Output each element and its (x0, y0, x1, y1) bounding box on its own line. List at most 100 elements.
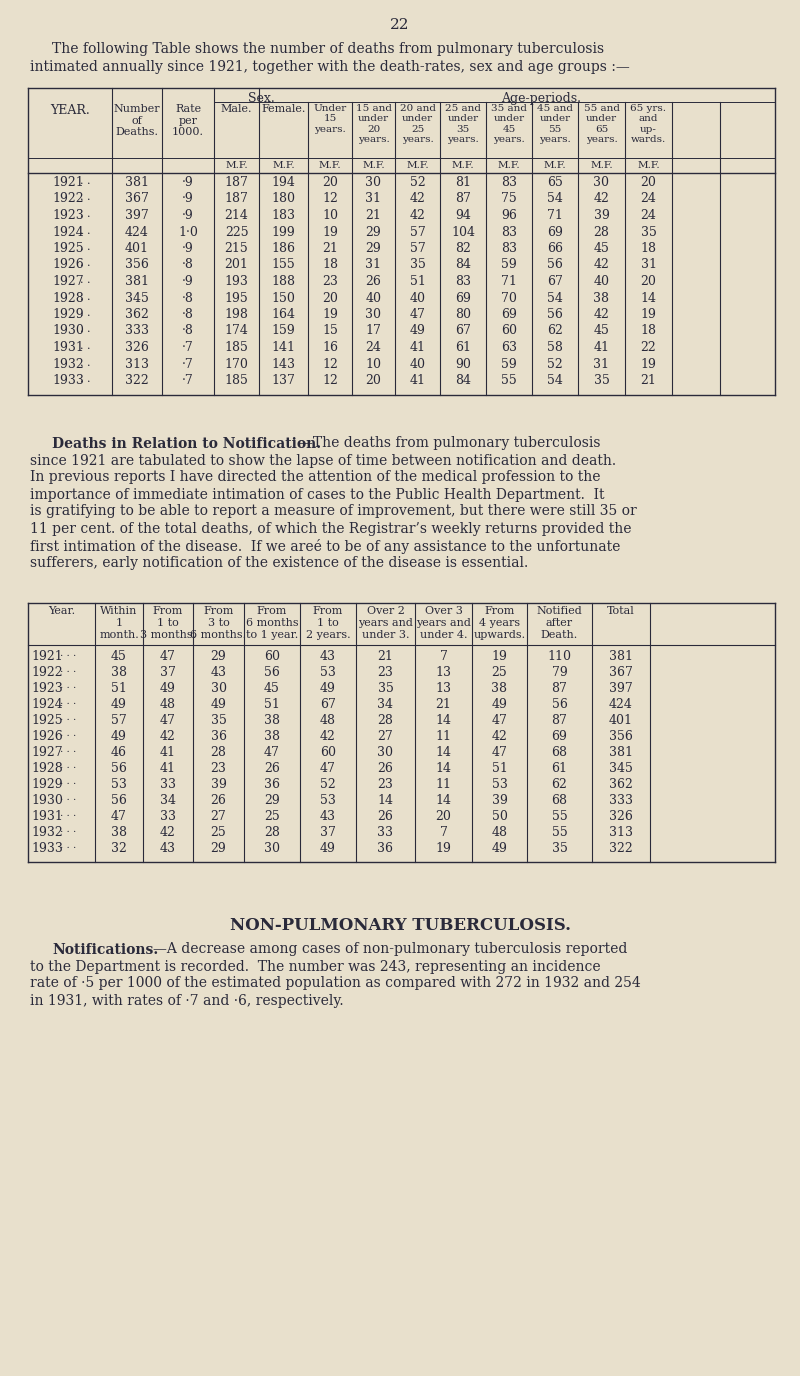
Text: 1926: 1926 (31, 729, 62, 743)
Text: Number
of
Deaths.: Number of Deaths. (114, 105, 160, 138)
Text: NON-PULMONARY TUBERCULOSIS.: NON-PULMONARY TUBERCULOSIS. (230, 916, 570, 933)
Text: 43: 43 (210, 666, 226, 678)
Text: . . .: . . . (60, 826, 76, 834)
Text: 35: 35 (210, 714, 226, 727)
Text: . .: . . (80, 308, 90, 318)
Text: 24: 24 (641, 193, 657, 205)
Text: 381: 381 (125, 275, 149, 288)
Text: M.F.: M.F. (272, 161, 295, 171)
Text: 49: 49 (491, 698, 507, 710)
Text: 326: 326 (609, 809, 633, 823)
Text: 14: 14 (378, 794, 394, 806)
Text: 30: 30 (366, 176, 382, 189)
Text: 41: 41 (594, 341, 610, 354)
Text: 20: 20 (322, 176, 338, 189)
Text: . .: . . (80, 242, 90, 252)
Text: M.F.: M.F. (318, 161, 342, 171)
Text: 185: 185 (225, 374, 249, 387)
Text: 17: 17 (366, 325, 382, 337)
Text: 194: 194 (271, 176, 295, 189)
Text: . .: . . (80, 209, 90, 219)
Text: 1929: 1929 (52, 308, 84, 321)
Text: 47: 47 (410, 308, 426, 321)
Text: 27: 27 (210, 809, 226, 823)
Text: 67: 67 (320, 698, 336, 710)
Text: 33: 33 (160, 777, 176, 790)
Text: 30: 30 (366, 308, 382, 321)
Text: 1928: 1928 (52, 292, 84, 304)
Text: From
1 to
2 years.: From 1 to 2 years. (306, 607, 350, 640)
Text: 47: 47 (491, 714, 507, 727)
Text: 55 and
under
65
years.: 55 and under 65 years. (583, 105, 619, 144)
Text: 38: 38 (264, 714, 280, 727)
Text: 49: 49 (160, 681, 176, 695)
Text: 1927: 1927 (52, 275, 84, 288)
Text: 79: 79 (552, 666, 567, 678)
Text: 87: 87 (551, 714, 567, 727)
Text: 42: 42 (160, 826, 176, 838)
Text: 60: 60 (501, 325, 517, 337)
Text: 362: 362 (125, 308, 149, 321)
Text: since 1921 are tabulated to show the lapse of time between notification and deat: since 1921 are tabulated to show the lap… (30, 454, 616, 468)
Text: 29: 29 (366, 226, 382, 238)
Text: ·8: ·8 (182, 259, 194, 271)
Text: . . .: . . . (60, 666, 76, 674)
Text: 170: 170 (225, 358, 249, 370)
Text: 58: 58 (547, 341, 563, 354)
Text: 20: 20 (641, 176, 657, 189)
Text: . . .: . . . (60, 746, 76, 754)
Text: importance of immediate intimation of cases to the Public Health Department.  It: importance of immediate intimation of ca… (30, 487, 605, 501)
Text: 49: 49 (410, 325, 426, 337)
Text: 45: 45 (594, 242, 610, 255)
Text: 43: 43 (160, 842, 176, 854)
Text: 143: 143 (271, 358, 295, 370)
Text: 11 per cent. of the total deaths, of which the Registrar’s weekly returns provid: 11 per cent. of the total deaths, of whi… (30, 522, 631, 535)
Text: 345: 345 (609, 761, 633, 775)
Text: 35 and
under
45
years.: 35 and under 45 years. (491, 105, 527, 144)
Text: 41: 41 (160, 761, 176, 775)
Text: 322: 322 (609, 842, 633, 854)
Text: From
6 months
to 1 year.: From 6 months to 1 year. (246, 607, 298, 640)
Text: 84: 84 (455, 259, 471, 271)
Text: 45: 45 (264, 681, 280, 695)
Text: 57: 57 (410, 242, 426, 255)
Text: 424: 424 (609, 698, 633, 710)
Text: 83: 83 (501, 226, 517, 238)
Text: 38: 38 (111, 826, 127, 838)
Text: 51: 51 (491, 761, 507, 775)
Text: intimated annually since 1921, together with the death-rates, sex and age groups: intimated annually since 1921, together … (30, 61, 630, 74)
Text: 80: 80 (455, 308, 471, 321)
Text: 54: 54 (547, 193, 563, 205)
Text: Under
15
years.: Under 15 years. (314, 105, 346, 133)
Text: 362: 362 (609, 777, 633, 790)
Text: 87: 87 (551, 681, 567, 695)
Text: 42: 42 (410, 193, 426, 205)
Text: 56: 56 (547, 308, 563, 321)
Text: 1925: 1925 (31, 714, 62, 727)
Text: 19: 19 (641, 358, 657, 370)
Text: ·8: ·8 (182, 325, 194, 337)
Text: 26: 26 (210, 794, 226, 806)
Text: 42: 42 (410, 209, 426, 222)
Text: 30: 30 (594, 176, 610, 189)
Text: . . .: . . . (60, 698, 76, 706)
Text: 65 yrs.
and
up-
wards.: 65 yrs. and up- wards. (630, 105, 666, 144)
Text: 1931: 1931 (31, 809, 63, 823)
Text: . . .: . . . (60, 842, 76, 850)
Text: 42: 42 (491, 729, 507, 743)
Text: 49: 49 (320, 842, 336, 854)
Text: 23: 23 (210, 761, 226, 775)
Text: 15 and
under
20
years.: 15 and under 20 years. (355, 105, 391, 144)
Text: ·8: ·8 (182, 308, 194, 321)
Text: ·7: ·7 (182, 341, 194, 354)
Text: 29: 29 (210, 649, 226, 662)
Text: 22: 22 (641, 341, 656, 354)
Text: 69: 69 (547, 226, 563, 238)
Text: 56: 56 (264, 666, 280, 678)
Text: 7: 7 (439, 649, 447, 662)
Text: 41: 41 (410, 341, 426, 354)
Text: 63: 63 (501, 341, 517, 354)
Text: 31: 31 (594, 358, 610, 370)
Text: ·8: ·8 (182, 292, 194, 304)
Text: 46: 46 (111, 746, 127, 758)
